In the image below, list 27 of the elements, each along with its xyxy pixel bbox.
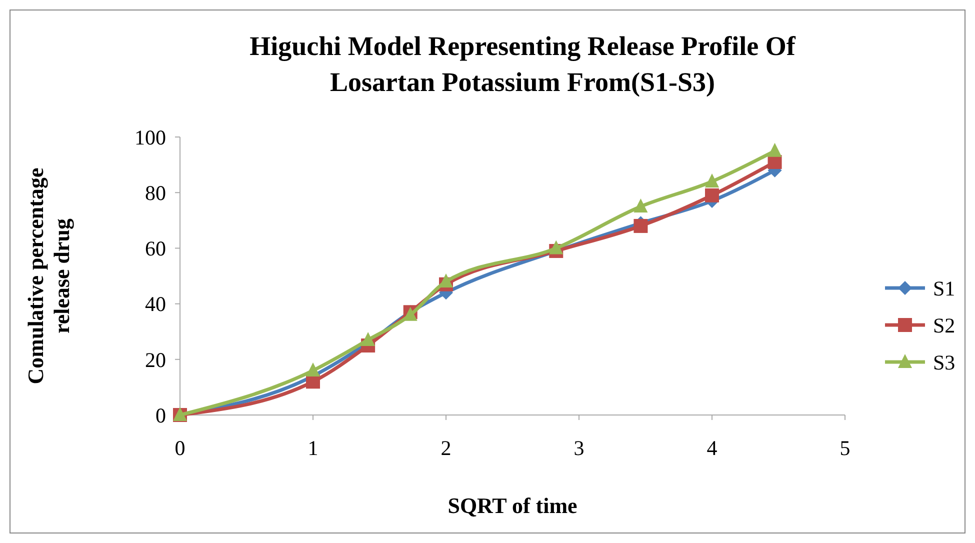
point bbox=[705, 188, 719, 202]
legend-label: S2 bbox=[933, 313, 956, 338]
point bbox=[549, 240, 564, 254]
y-tick-label: 40 bbox=[145, 292, 166, 316]
y-tick-label: 0 bbox=[156, 403, 166, 428]
y-axis-title: Comulative percentage release drug bbox=[23, 168, 74, 384]
y-tick-label: 100 bbox=[134, 125, 166, 150]
point bbox=[634, 218, 648, 233]
point bbox=[705, 173, 719, 188]
point bbox=[768, 142, 782, 157]
y-tick-label: 80 bbox=[145, 180, 166, 205]
x-tick-label: 2 bbox=[440, 436, 452, 460]
point bbox=[634, 198, 648, 212]
x-tick-label: 1 bbox=[308, 436, 318, 460]
chart-title: Higuchi Model Representing Release Profile Of Losartan Potassium From(S1-S3) bbox=[250, 31, 796, 97]
x-tick-label: 3 bbox=[574, 436, 584, 460]
legend-label: S1 bbox=[933, 276, 956, 300]
legend-label: S3 bbox=[933, 350, 956, 374]
point bbox=[361, 332, 376, 346]
x-tick-label: 4 bbox=[706, 436, 718, 460]
y-tick-label: 20 bbox=[145, 348, 166, 372]
x-axis-title: SQRT of time bbox=[448, 493, 578, 518]
point bbox=[439, 274, 453, 288]
x-tick-label: 5 bbox=[840, 436, 850, 460]
point bbox=[306, 362, 320, 377]
y-tick-label: 60 bbox=[145, 236, 166, 261]
x-tick-label: 0 bbox=[174, 436, 186, 460]
